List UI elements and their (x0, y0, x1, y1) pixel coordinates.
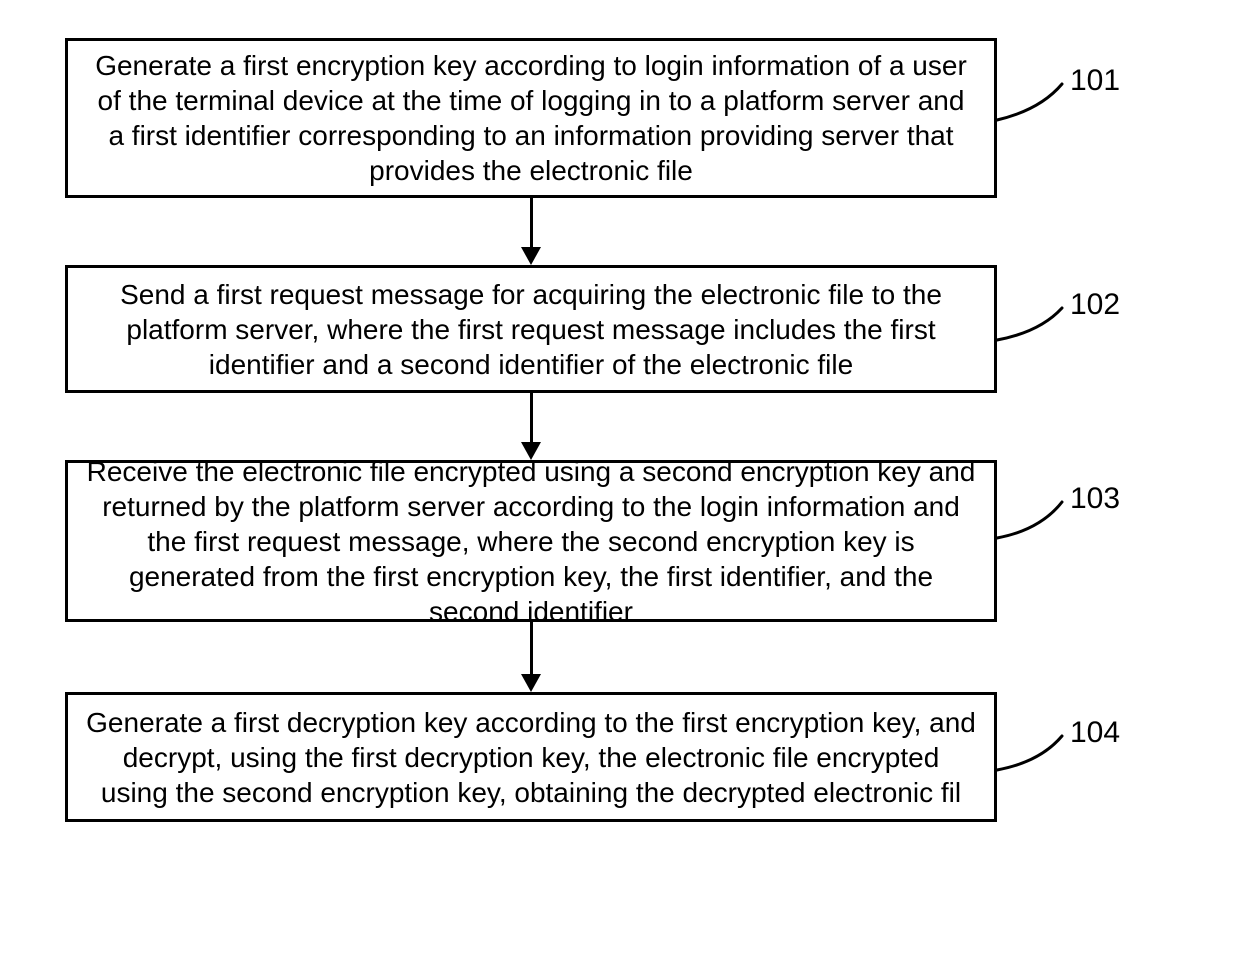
flow-arrow-head (521, 247, 541, 265)
flow-arrow-line (530, 393, 533, 442)
flow-node-text: Receive the electronic file encrypted us… (86, 454, 976, 629)
flow-node-n3: Receive the electronic file encrypted us… (65, 460, 997, 622)
flow-node-label-n3: 103 (1070, 482, 1120, 516)
flow-node-text: Generate a first encryption key accordin… (86, 48, 976, 188)
flow-arrow-head (521, 674, 541, 692)
flow-arrow-head (521, 442, 541, 460)
flow-node-label-n1: 101 (1070, 64, 1120, 98)
flow-node-n4: Generate a first decryption key accordin… (65, 692, 997, 822)
flow-node-label-n4: 104 (1070, 716, 1120, 750)
flow-arrow-line (530, 198, 533, 247)
flow-node-text: Generate a first decryption key accordin… (86, 705, 976, 810)
flowchart-canvas: Generate a first encryption key accordin… (0, 0, 1240, 966)
flow-node-text: Send a first request message for acquiri… (86, 277, 976, 382)
flow-node-label-n2: 102 (1070, 288, 1120, 322)
flow-arrow-line (530, 622, 533, 674)
flow-node-n1: Generate a first encryption key accordin… (65, 38, 997, 198)
flow-node-n2: Send a first request message for acquiri… (65, 265, 997, 393)
